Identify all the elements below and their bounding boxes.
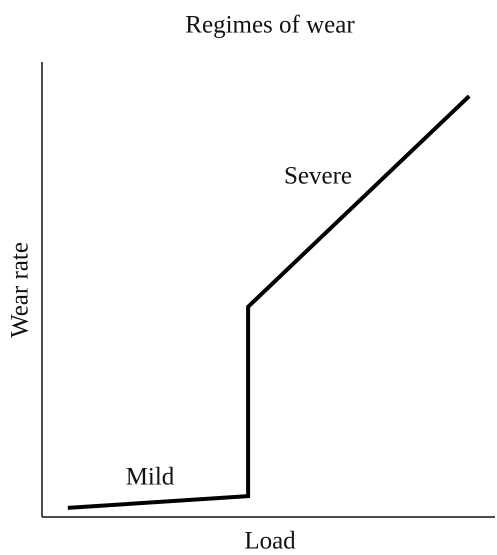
chart-title: Regimes of wear bbox=[185, 12, 355, 39]
line bbox=[67, 94, 471, 510]
x-axis-label: Load bbox=[244, 528, 296, 555]
y-axis-label: Wear rate bbox=[7, 242, 34, 338]
annotation: Mild bbox=[126, 464, 175, 491]
annotation: Severe bbox=[284, 163, 352, 190]
